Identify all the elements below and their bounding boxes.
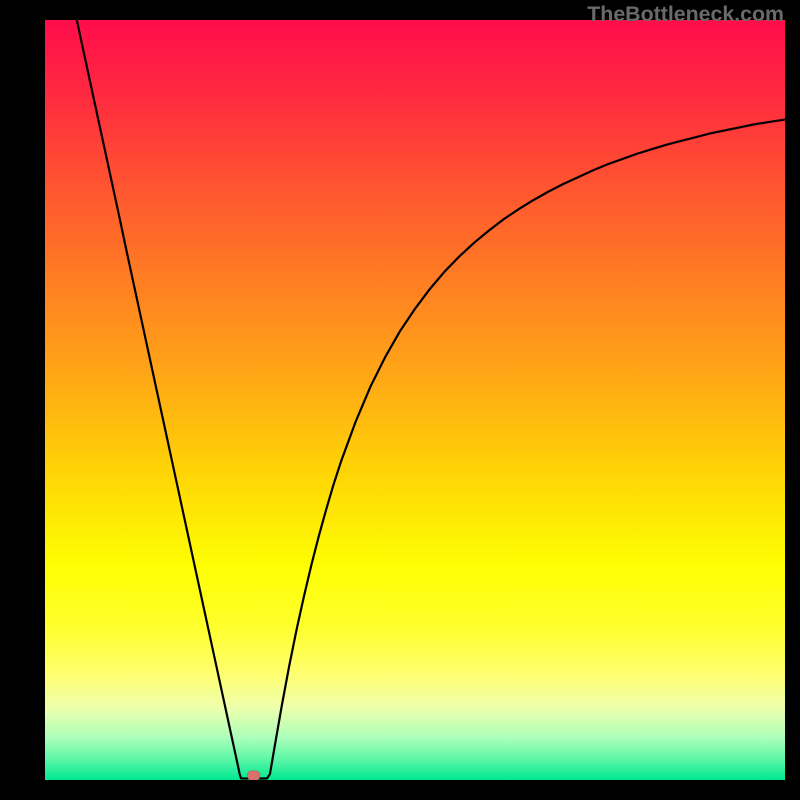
watermark-text: TheBottleneck.com (587, 2, 784, 27)
plot-background (45, 20, 785, 780)
bottleneck-chart (0, 0, 800, 800)
frame-right (785, 0, 800, 800)
frame-left (0, 0, 45, 800)
optimum-marker (247, 771, 260, 780)
frame-bottom (0, 780, 800, 800)
